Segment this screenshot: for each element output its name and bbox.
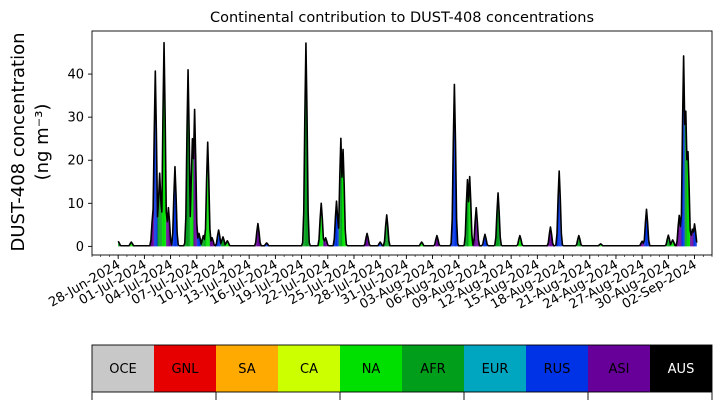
colorbar-swatch-oce — [92, 345, 154, 392]
colorbar-swatch-aus — [650, 345, 712, 392]
colorbar-swatch-asi — [588, 345, 650, 392]
colorbar-label-afr: AFR — [420, 362, 445, 377]
colorbar-label-ca: CA — [300, 362, 318, 377]
colorbar-swatch-eur — [464, 345, 526, 392]
colorbar-label-oce: OCE — [109, 362, 137, 377]
area-segment — [686, 151, 688, 247]
plot-frame — [91, 30, 713, 256]
area-segment — [192, 138, 194, 247]
colorbar-swatch-afr — [402, 345, 464, 392]
x-axis: 28-Jun-202401-Jul-202404-Jul-202407-Jul-… — [46, 255, 713, 313]
area-segment — [692, 229, 694, 247]
y-tick-label: 40 — [67, 68, 84, 83]
area-segment — [684, 111, 686, 247]
y-axis-label: DUST-408 concentration (ng m⁻³) — [8, 32, 53, 251]
colorbar-swatch-ca — [278, 345, 340, 392]
y-tick-label: 30 — [67, 111, 84, 126]
y-tick-label: 10 — [67, 197, 84, 212]
colorbar-label-rus: RUS — [544, 362, 571, 377]
y-axis-label-line2: (ng m⁻³) — [32, 104, 53, 181]
total-series — [117, 41, 698, 247]
total-line — [117, 41, 698, 247]
y-axis: 0 10 20 30 40 — [67, 68, 92, 255]
colorbar-swatch-gnl — [154, 345, 216, 392]
colorbar-swatch-sa — [216, 345, 278, 392]
colorbar-swatch-na — [340, 345, 402, 392]
stacked-areas — [118, 42, 697, 247]
colorbar-label-eur: EUR — [482, 362, 509, 377]
y-tick-label: 20 — [67, 154, 84, 169]
colorbar-label-gnl: GNL — [171, 362, 199, 377]
colorbar-label-aus: AUS — [668, 362, 695, 377]
y-axis-label-line1: DUST-408 concentration — [8, 32, 29, 251]
colorbar-swatch-rus — [526, 345, 588, 392]
colorbar-label-sa: SA — [238, 362, 255, 377]
colorbar-label-na: NA — [362, 362, 381, 377]
colorbar-frame — [91, 344, 713, 393]
chart-title: Continental contribution to DUST-408 con… — [210, 10, 594, 26]
y-tick-label: 0 — [76, 240, 84, 255]
continent-colorbar: OCE GNL SA CA NA AFR EUR RUS ASI AUS — [91, 344, 713, 400]
colorbar-label-asi: ASI — [609, 362, 630, 377]
